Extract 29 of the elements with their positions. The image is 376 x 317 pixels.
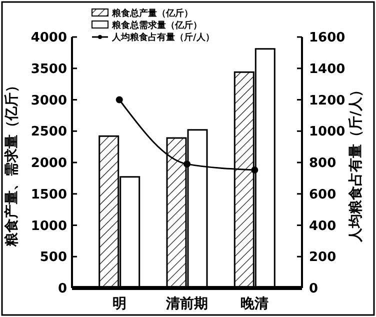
- point: [184, 160, 190, 168]
- y-tick-label: 500: [40, 250, 67, 266]
- y-tick-label: 2000: [30, 156, 67, 172]
- legend-label: 粮食总产量（亿斤）: [111, 8, 193, 20]
- y-tick-label: 3000: [30, 93, 67, 108]
- y2-tick-label: 600: [309, 187, 336, 202]
- y-tick-label: 1000: [30, 218, 67, 234]
- y2-tick-label: 1200: [309, 93, 346, 108]
- y2-tick-label: 800: [309, 156, 336, 172]
- legend-label: 粮食总需求量（亿斤）: [111, 20, 202, 32]
- y-tick-label: 2500: [30, 124, 67, 140]
- y2-tick-label: 1000: [309, 124, 346, 140]
- y-tick-label: 3500: [30, 62, 67, 77]
- y2-tick-label: 400: [309, 218, 336, 234]
- point: [116, 96, 123, 104]
- y-tick-label: 4000: [30, 30, 67, 46]
- y-tick-label: 0: [58, 282, 67, 297]
- point: [251, 166, 258, 174]
- x-tick-label: 清前期: [165, 296, 208, 312]
- y2-tick-label: 0: [309, 282, 318, 297]
- y2-tick-label: 1600: [309, 30, 346, 46]
- legend-label: 人均粮食占有量（斤/人）: [111, 32, 214, 44]
- y-tick-label: 1500: [30, 187, 67, 202]
- x-tick-label: 晚清: [240, 296, 269, 312]
- y-axis-title: 粮食产量、需求量（亿斤）: [3, 78, 20, 248]
- x-tick-label: 明: [112, 296, 126, 312]
- y2-tick-label: 200: [309, 250, 336, 266]
- y2-axis-title: 人均粮食占有量（斤/人）: [347, 82, 364, 244]
- y2-tick-label: 1400: [309, 62, 346, 77]
